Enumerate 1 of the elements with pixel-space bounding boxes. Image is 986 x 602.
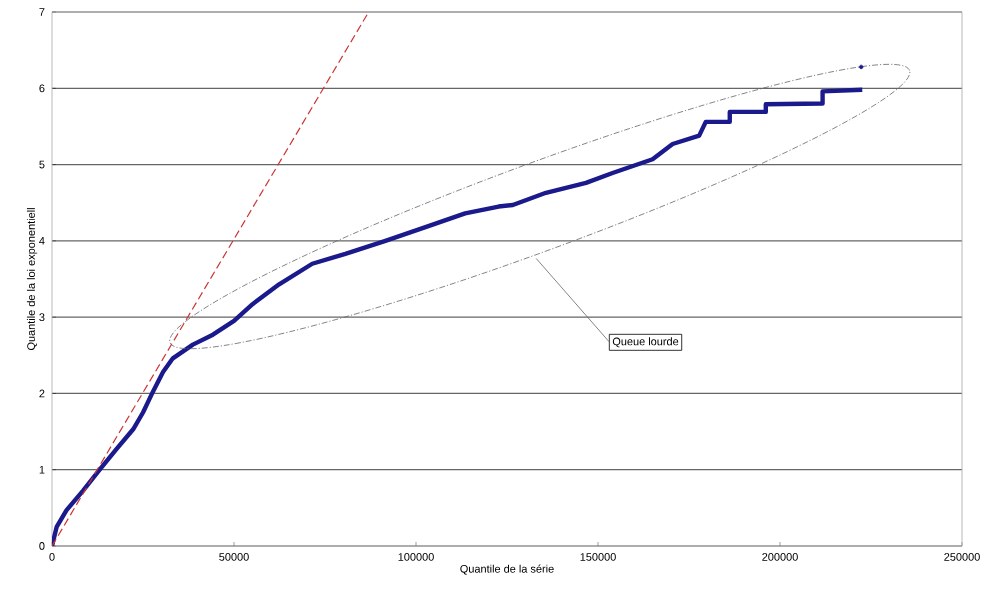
line-series (52, 87, 865, 546)
